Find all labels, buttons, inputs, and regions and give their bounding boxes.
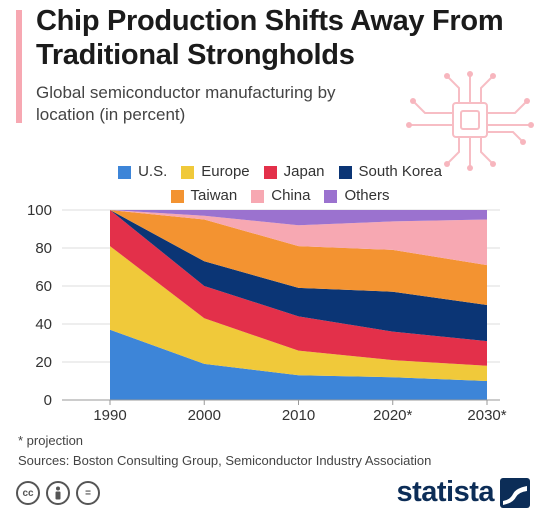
legend-row: Taiwan China Others xyxy=(60,184,500,208)
series-area xyxy=(110,246,487,381)
series-area xyxy=(110,210,487,366)
series-area xyxy=(110,210,487,342)
chart-legend: U.S. Europe Japan South Korea Taiwan China Ot… xyxy=(60,160,500,208)
footnotes: * projection Sources: Boston Consulting … xyxy=(18,431,431,471)
attribution-icon[interactable] xyxy=(46,481,70,505)
legend-swatch xyxy=(181,165,195,179)
x-tick-label: 2020* xyxy=(373,407,412,424)
x-tick-label: 1990 xyxy=(93,407,126,424)
legend-label: South Korea xyxy=(358,163,442,180)
legend-label: Europe xyxy=(201,163,250,180)
legend-label: Taiwan xyxy=(190,187,238,204)
legend-swatch xyxy=(118,165,132,179)
y-tick-label: 80 xyxy=(35,240,52,257)
no-derivatives-icon[interactable]: = xyxy=(76,481,100,505)
chart-subtitle: Global semiconductor manufacturing by lo… xyxy=(36,83,336,124)
y-tick-label: 20 xyxy=(35,354,52,371)
chip-circuit-icon xyxy=(406,71,534,171)
legend-item: U.S. xyxy=(118,160,167,184)
series-area xyxy=(110,210,487,266)
stacked-area-chart: 0 20 40 60 80 100 1990 2000 2010 2020* 2030* xyxy=(27,202,507,424)
legend-item: China xyxy=(251,184,310,208)
x-tick-label: 2010 xyxy=(282,407,315,424)
sources-note: Sources: Boston Consulting Group, Semico… xyxy=(18,453,432,468)
legend-label: Others xyxy=(344,187,390,204)
series-area xyxy=(110,210,487,226)
legend-item: South Korea xyxy=(338,160,442,184)
legend-label: China xyxy=(271,187,311,204)
legend-item: Others xyxy=(324,184,389,208)
legend-row: U.S. Europe Japan South Korea xyxy=(60,160,500,184)
chart-title: Chip Production Shifts Away From Traditi… xyxy=(36,5,504,71)
legend-label: U.S. xyxy=(138,163,168,180)
license-icons: cc = xyxy=(16,481,100,505)
y-tick-label: 40 xyxy=(35,316,52,333)
legend-item: Japan xyxy=(263,160,325,184)
statista-logo-icon xyxy=(500,477,530,508)
legend-swatch xyxy=(263,165,277,179)
accent-bar xyxy=(16,10,22,123)
x-tick-label: 2030* xyxy=(467,407,506,424)
creative-commons-icon[interactable]: cc xyxy=(16,481,40,505)
legend-swatch xyxy=(324,189,338,203)
series-area xyxy=(110,210,487,305)
series-area xyxy=(110,329,487,400)
legend-item: Europe xyxy=(181,160,250,184)
legend-swatch xyxy=(170,189,184,203)
y-tick-label: 0 xyxy=(44,392,52,409)
legend-label: Japan xyxy=(283,163,325,180)
legend-swatch xyxy=(338,165,352,179)
brand-logo[interactable]: statista xyxy=(396,476,530,509)
legend-swatch xyxy=(251,189,265,203)
brand-name: statista xyxy=(396,476,494,508)
x-tick-label: 2000 xyxy=(188,407,221,424)
projection-note: * projection xyxy=(18,433,84,448)
y-tick-label: 60 xyxy=(35,278,52,295)
legend-item: Taiwan xyxy=(170,184,238,208)
y-tick-label: 100 xyxy=(27,202,52,219)
